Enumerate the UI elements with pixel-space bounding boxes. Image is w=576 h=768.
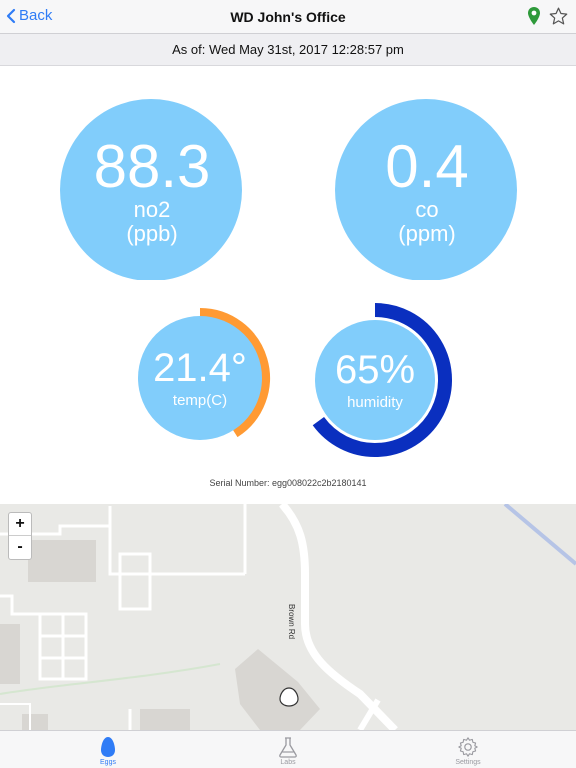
tab-labs-label: Labs — [280, 759, 296, 766]
flask-icon — [279, 737, 297, 758]
co-value: 0.4 — [385, 133, 469, 200]
map-view[interactable]: Brown Rd — [0, 504, 576, 730]
humidity-value: 65% — [334, 348, 416, 392]
humidity-gauge-face — [315, 320, 435, 440]
temp-label: temp(C) — [172, 392, 228, 409]
co-label: co — [415, 197, 439, 222]
tab-labs[interactable]: Labs — [228, 731, 348, 768]
road-label: Brown Rd — [287, 604, 296, 640]
temp-gauge-face — [138, 316, 262, 440]
no2-label: no2 — [133, 197, 171, 222]
no2-unit: (ppb) — [126, 221, 178, 246]
humidity-gauge: 65% humidity — [305, 300, 465, 465]
co-gauge-face — [335, 99, 517, 280]
timestamp-bar: As of: Wed May 31st, 2017 12:28:57 pm — [0, 34, 576, 66]
location-pin-icon[interactable] — [527, 6, 541, 26]
gear-icon — [458, 737, 478, 757]
serial-number: Serial Number: egg008022c2b2180141 — [209, 478, 367, 488]
egg-marker-icon[interactable] — [279, 687, 299, 707]
tab-eggs-label: Eggs — [100, 759, 116, 766]
no2-value: 88.3 — [93, 133, 211, 200]
co-unit: (ppm) — [398, 221, 456, 246]
co-gauge: 0.4 co (ppm) — [330, 70, 524, 280]
no2-gauge: 88.3 no2 (ppb) — [55, 70, 249, 280]
temp-level-arc — [199, 308, 270, 438]
temp-value: 21.4° — [153, 346, 247, 390]
temp-gauge: 21.4° temp(C) — [130, 300, 290, 460]
humidity-label: humidity — [347, 394, 403, 411]
zoom-out-button[interactable]: - — [17, 538, 23, 555]
chevron-left-icon — [6, 8, 16, 23]
star-icon[interactable] — [548, 6, 569, 27]
egg-icon — [101, 737, 115, 757]
zoom-in-button[interactable]: + — [9, 513, 31, 536]
back-button[interactable]: Back — [6, 7, 52, 24]
back-label: Back — [19, 7, 53, 24]
humidity-level-arc — [312, 303, 452, 457]
navigation-bar: Back WD John's Office — [0, 0, 576, 34]
tab-bar: Eggs Labs Settings — [0, 730, 576, 768]
no2-gauge-face — [60, 99, 242, 280]
map-zoom-control: + - — [8, 512, 32, 560]
map-tiles — [0, 504, 576, 730]
tab-eggs[interactable]: Eggs — [48, 731, 168, 768]
tab-settings[interactable]: Settings — [408, 731, 528, 768]
page-title: WD John's Office — [230, 9, 346, 25]
tab-settings-label: Settings — [455, 759, 481, 766]
